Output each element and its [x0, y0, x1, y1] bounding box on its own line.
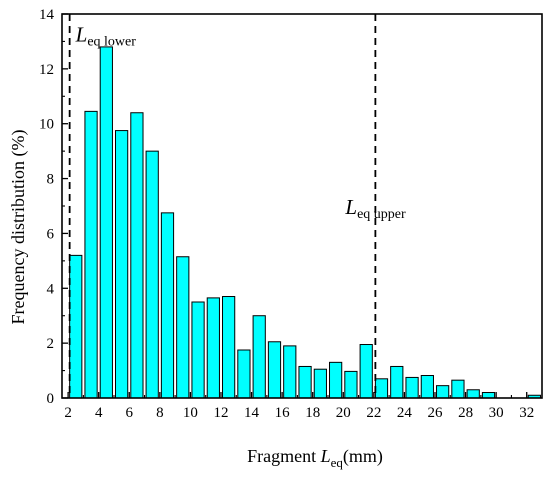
x-axis-label-unit: (mm): [343, 446, 383, 467]
annotation-var: L: [75, 22, 88, 46]
bar: [99, 46, 113, 399]
plot-frame: [61, 13, 543, 399]
y-tick-label: 4: [47, 281, 55, 297]
x-tick-label: 18: [305, 405, 320, 421]
bar: [84, 110, 98, 399]
bar: [69, 254, 83, 399]
annotation-label: Leq lower: [75, 22, 137, 49]
bar: [344, 370, 358, 399]
bar: [313, 368, 327, 399]
threshold-lines: [68, 14, 377, 398]
annotation-sub: eq lower: [87, 34, 136, 49]
bar: [298, 365, 312, 399]
x-tick-label: 2: [64, 405, 72, 421]
bar: [115, 130, 129, 399]
bar: [206, 297, 220, 399]
bar: [481, 392, 496, 399]
bar: [252, 315, 266, 399]
bar: [283, 345, 297, 399]
bar: [145, 150, 159, 399]
x-tick-label: 32: [519, 405, 534, 421]
bar: [191, 301, 205, 399]
bar: [359, 344, 373, 399]
y-tick-label: 6: [47, 226, 55, 242]
x-tick-label: 16: [275, 405, 291, 421]
x-tick-label: 6: [126, 405, 134, 421]
y-tick-label: 10: [39, 117, 54, 133]
y-tick-label: 2: [47, 336, 55, 352]
annotation-var: L: [344, 195, 357, 219]
bar: [130, 112, 144, 399]
bar: [436, 385, 450, 399]
y-tick-label: 8: [47, 172, 55, 188]
annotation-label: Leq upper: [344, 195, 406, 222]
x-axis-label-sub: eq: [331, 455, 344, 470]
x-tick-label: 20: [336, 405, 351, 421]
bar: [160, 212, 175, 399]
x-tick-label: 30: [489, 405, 504, 421]
bar: [222, 296, 236, 399]
x-tick-label: 14: [244, 405, 260, 421]
bar: [237, 349, 251, 399]
y-tick-label: 12: [39, 62, 54, 78]
bar: [176, 256, 190, 399]
x-axis-label-var: L: [320, 446, 331, 466]
bar: [267, 341, 282, 399]
bar: [405, 376, 419, 399]
axis-ticks: [62, 13, 528, 399]
bar: [390, 365, 404, 399]
x-tick-label: 22: [366, 405, 381, 421]
annotation-sub: eq upper: [357, 207, 406, 222]
bar: [329, 361, 343, 399]
bar: [374, 378, 389, 399]
bar: [420, 375, 434, 399]
y-tick-label: 14: [39, 7, 55, 23]
x-tick-label: 28: [458, 405, 473, 421]
x-axis-label-prefix: Fragment: [247, 446, 321, 466]
y-axis-label: Frequency distribution (%): [8, 130, 29, 325]
x-tick-label: 24: [397, 405, 413, 421]
bar: [466, 389, 480, 399]
x-tick-label: 10: [183, 405, 198, 421]
bars-group: [69, 46, 541, 399]
x-tick-label: 26: [427, 405, 443, 421]
x-tick-label: 8: [156, 405, 164, 421]
bar: [451, 379, 465, 399]
x-tick-label: 12: [213, 405, 228, 421]
x-tick-label: 4: [95, 405, 103, 421]
y-tick-label: 0: [47, 391, 55, 407]
x-axis-label: Fragment Leq(mm): [247, 446, 383, 470]
